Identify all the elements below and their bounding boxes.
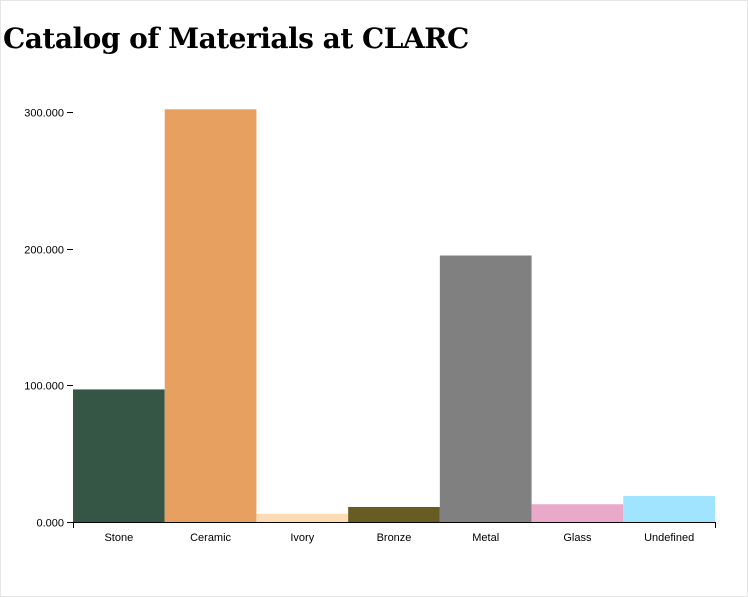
x-tick-label: Ceramic [190, 532, 231, 544]
x-axis: Stone Ceramic Ivory Bronze Metal Glass Undefin… [73, 522, 716, 544]
bar-undefined [623, 496, 715, 522]
x-tick-label: Glass [563, 532, 592, 544]
x-tick-label: Bronze [377, 532, 412, 544]
bar-glass [531, 504, 624, 522]
x-tick-label: Metal [472, 532, 499, 544]
y-tick-label: 100.000 [24, 381, 64, 393]
chart-title: Catalog of Materials at CLARC [3, 22, 469, 55]
y-tick-label: 200.000 [24, 245, 64, 257]
bar-bronze [348, 506, 440, 522]
y-axis: 0.000 100.000 200.000 300.000 [24, 108, 73, 530]
y-tick-label: 0.000 [36, 518, 64, 530]
bar-ceramic [164, 109, 257, 523]
x-axis-line [73, 522, 716, 528]
y-tick-label: 300.000 [24, 108, 64, 120]
bar-stone [73, 389, 165, 522]
bar-ivory [256, 513, 349, 522]
x-tick-label: Stone [104, 532, 133, 544]
bar-metal [439, 255, 532, 522]
bars-group [73, 109, 715, 523]
x-tick-label: Undefined [644, 532, 694, 544]
x-tick-label: Ivory [290, 532, 314, 544]
